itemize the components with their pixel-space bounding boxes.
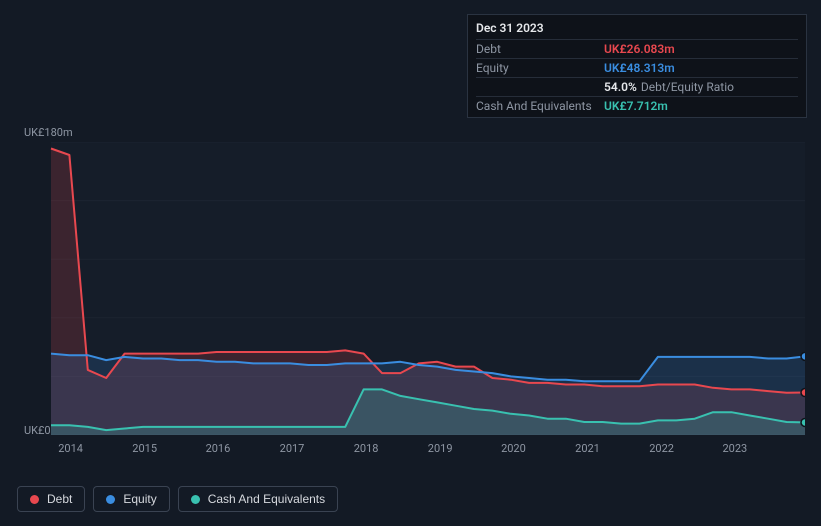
x-axis-label: 2019 bbox=[428, 442, 453, 455]
x-axis-label: 2022 bbox=[649, 442, 674, 455]
legend-item[interactable]: Cash And Equivalents bbox=[178, 486, 338, 512]
x-axis-label: 2015 bbox=[132, 442, 157, 455]
tooltip-row: EquityUK£48.313m bbox=[476, 58, 798, 77]
x-axis: 2014 2015 2016 2017 2018 2019 2020 2021 2022 2023 bbox=[17, 442, 805, 458]
tooltip-row: DebtUK£26.083m bbox=[476, 39, 798, 58]
x-axis-label: 2020 bbox=[501, 442, 526, 455]
tooltip-row-suffix: Debt/Equity Ratio bbox=[641, 80, 734, 94]
plot-area bbox=[17, 142, 805, 435]
x-axis-label: 2016 bbox=[206, 442, 231, 455]
chart-container: Dec 31 2023 DebtUK£26.083mEquityUK£48.31… bbox=[0, 0, 821, 526]
y-axis-max-label: UK£180m bbox=[24, 126, 73, 139]
tooltip-date: Dec 31 2023 bbox=[476, 19, 798, 39]
x-axis-label: 2018 bbox=[354, 442, 379, 455]
legend-label: Cash And Equivalents bbox=[208, 492, 325, 506]
tooltip-row-value: UK£26.083m bbox=[604, 42, 675, 56]
x-axis-label: 2023 bbox=[722, 442, 747, 455]
legend-label: Equity bbox=[123, 492, 156, 506]
x-axis-label: 2021 bbox=[575, 442, 600, 455]
tooltip: Dec 31 2023 DebtUK£26.083mEquityUK£48.31… bbox=[467, 14, 807, 118]
tooltip-rows: DebtUK£26.083mEquityUK£48.313m54.0%Debt/… bbox=[476, 39, 798, 115]
legend-item[interactable]: Equity bbox=[93, 486, 169, 512]
legend-swatch bbox=[30, 495, 39, 504]
legend-item[interactable]: Debt bbox=[17, 486, 85, 512]
chart-svg bbox=[17, 142, 805, 435]
x-axis-label: 2014 bbox=[58, 442, 83, 455]
x-axis-label: 2017 bbox=[280, 442, 305, 455]
tooltip-row-label: Equity bbox=[476, 61, 604, 75]
legend-swatch bbox=[191, 495, 200, 504]
tooltip-row-value: UK£48.313m bbox=[604, 61, 675, 75]
tooltip-row-value: UK£7.712m bbox=[604, 99, 668, 113]
tooltip-row: Cash And EquivalentsUK£7.712m bbox=[476, 96, 798, 115]
tooltip-row: 54.0%Debt/Equity Ratio bbox=[476, 77, 798, 96]
tooltip-row-label bbox=[476, 80, 604, 94]
legend-swatch bbox=[106, 495, 115, 504]
legend-label: Debt bbox=[47, 492, 72, 506]
tooltip-row-value: 54.0%Debt/Equity Ratio bbox=[604, 80, 734, 94]
tooltip-row-label: Debt bbox=[476, 42, 604, 56]
tooltip-row-label: Cash And Equivalents bbox=[476, 99, 604, 113]
legend: Debt Equity Cash And Equivalents bbox=[17, 486, 338, 512]
